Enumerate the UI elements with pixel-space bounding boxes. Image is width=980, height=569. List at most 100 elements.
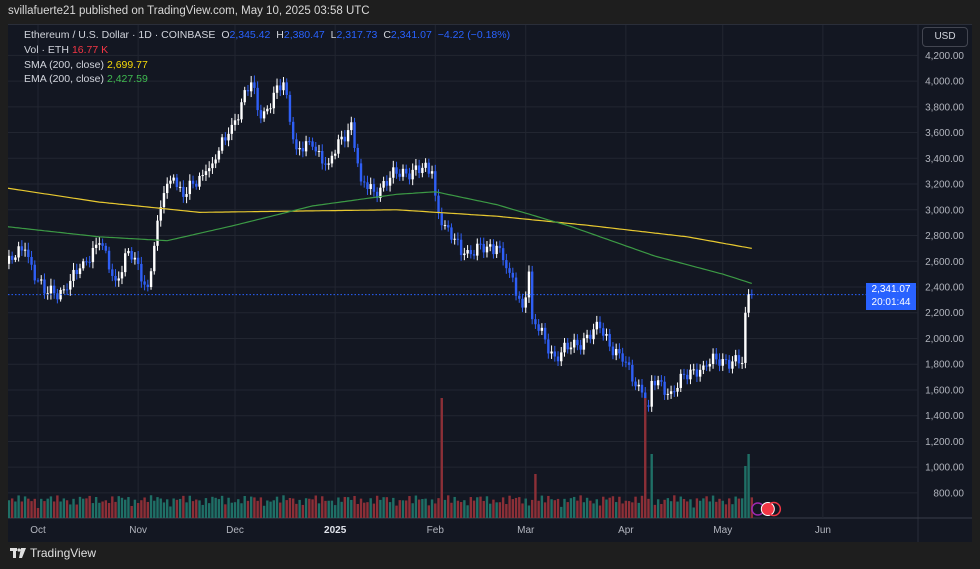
candle-body — [308, 141, 311, 143]
open-label: O — [221, 29, 230, 41]
candle-body — [518, 295, 521, 299]
volume-bar — [185, 502, 188, 518]
volume-bar — [375, 495, 379, 518]
tradingview-logo[interactable]: TradingView — [10, 546, 96, 560]
volume-bar — [611, 496, 615, 518]
volume-bar — [40, 498, 43, 518]
candle-body — [272, 92, 275, 109]
candle-body — [740, 362, 744, 364]
candle-body — [647, 405, 650, 407]
volume-bar — [508, 495, 511, 518]
candle-body — [401, 168, 405, 177]
volume-bar — [401, 500, 405, 518]
volume-bar — [447, 495, 450, 518]
volume-bar — [453, 496, 456, 518]
candle-body — [614, 349, 618, 356]
candle-body — [369, 184, 372, 189]
candle-body — [708, 363, 712, 367]
volume-bar — [711, 495, 715, 518]
candle-body — [534, 319, 537, 325]
candle-body — [172, 177, 175, 181]
candle-body — [301, 148, 305, 152]
candle-body — [485, 246, 489, 253]
chart-panel[interactable]: 4,200.00 4,000.00 3,800.00 3,600.00 3,400.00… — [8, 24, 972, 542]
volume-bar — [682, 498, 686, 518]
candle-body — [711, 353, 715, 364]
volume-bar — [647, 498, 650, 518]
ema-line — [8, 191, 752, 284]
candle-body — [463, 253, 466, 256]
volume-label: Vol · ETH — [24, 44, 69, 56]
candle-body — [424, 162, 427, 168]
candle-body — [379, 187, 382, 199]
volume-bar — [166, 499, 169, 518]
candle-body — [566, 342, 569, 350]
candle-body — [453, 238, 456, 240]
volume-bar — [734, 496, 737, 518]
volume-bar — [472, 500, 476, 518]
volume-bar — [540, 495, 544, 518]
volume-bar — [388, 502, 392, 518]
candle-body — [737, 355, 741, 364]
volume-bar — [427, 505, 431, 518]
volume-bar — [679, 496, 682, 518]
volume-bar — [91, 503, 95, 518]
candle-body — [724, 359, 728, 361]
volume-bar — [282, 495, 285, 518]
volume-bar — [369, 498, 372, 518]
y-tick-label: 1,800.00 — [925, 360, 964, 371]
volume-legend[interactable]: Vol · ETH 16.77 K — [24, 44, 111, 56]
currency-button[interactable]: USD — [922, 27, 968, 47]
last-price-label: 2,341.07 20:01:44 — [866, 283, 916, 310]
volume-bar — [592, 503, 595, 518]
candle-body — [30, 256, 33, 265]
volume-bar — [550, 499, 553, 518]
candle-body — [421, 167, 424, 174]
candle-body — [682, 373, 686, 375]
volume-bar — [437, 498, 440, 518]
volume-bar — [640, 495, 644, 518]
y-tick-label: 1,000.00 — [925, 463, 964, 474]
volume-bar — [178, 498, 182, 518]
sma-label: SMA (200, close) — [24, 59, 104, 71]
candle-body — [382, 181, 385, 188]
volume-bar — [30, 501, 33, 518]
ema-label: EMA (200, close) — [24, 73, 104, 85]
candle-body — [188, 180, 192, 195]
candle-body — [689, 369, 692, 380]
candle-body — [337, 139, 340, 154]
volume-bar — [731, 504, 734, 518]
volume-bar — [279, 502, 282, 518]
volume-bar — [443, 499, 447, 518]
volume-bar — [75, 504, 78, 518]
candle-body — [443, 225, 447, 227]
candle-body — [94, 244, 98, 248]
volume-bar — [17, 495, 20, 518]
price-chart[interactable]: 4,200.00 4,000.00 3,800.00 3,600.00 3,400.00… — [8, 25, 972, 542]
volume-bar — [262, 505, 266, 518]
candle-body — [185, 194, 188, 197]
candle-body — [153, 245, 156, 272]
volume-bar — [534, 474, 537, 518]
volume-bar — [46, 498, 49, 518]
volume-bar — [162, 502, 166, 518]
x-tick-label: 2025 — [324, 525, 347, 536]
sma-legend[interactable]: SMA (200, close) 2,699.77 — [24, 59, 151, 71]
volume-bar — [514, 497, 518, 518]
volume-bar — [492, 499, 495, 518]
volume-bar — [8, 500, 11, 518]
volume-bar — [188, 495, 192, 518]
volume-bar — [237, 499, 240, 518]
candle-body — [524, 297, 527, 308]
ema-legend[interactable]: EMA (200, close) 2,427.59 — [24, 73, 151, 85]
candle-body — [211, 163, 214, 169]
volume-bar — [130, 505, 133, 518]
volume-bar — [411, 503, 414, 518]
volume-bar — [356, 503, 359, 518]
volume-bar — [246, 500, 250, 518]
volume-bar — [395, 505, 398, 518]
close-value: 2,341.07 — [390, 29, 432, 41]
y-tick-label: 4,200.00 — [925, 51, 964, 62]
volume-bar — [372, 503, 376, 518]
volume-bar — [669, 501, 673, 518]
